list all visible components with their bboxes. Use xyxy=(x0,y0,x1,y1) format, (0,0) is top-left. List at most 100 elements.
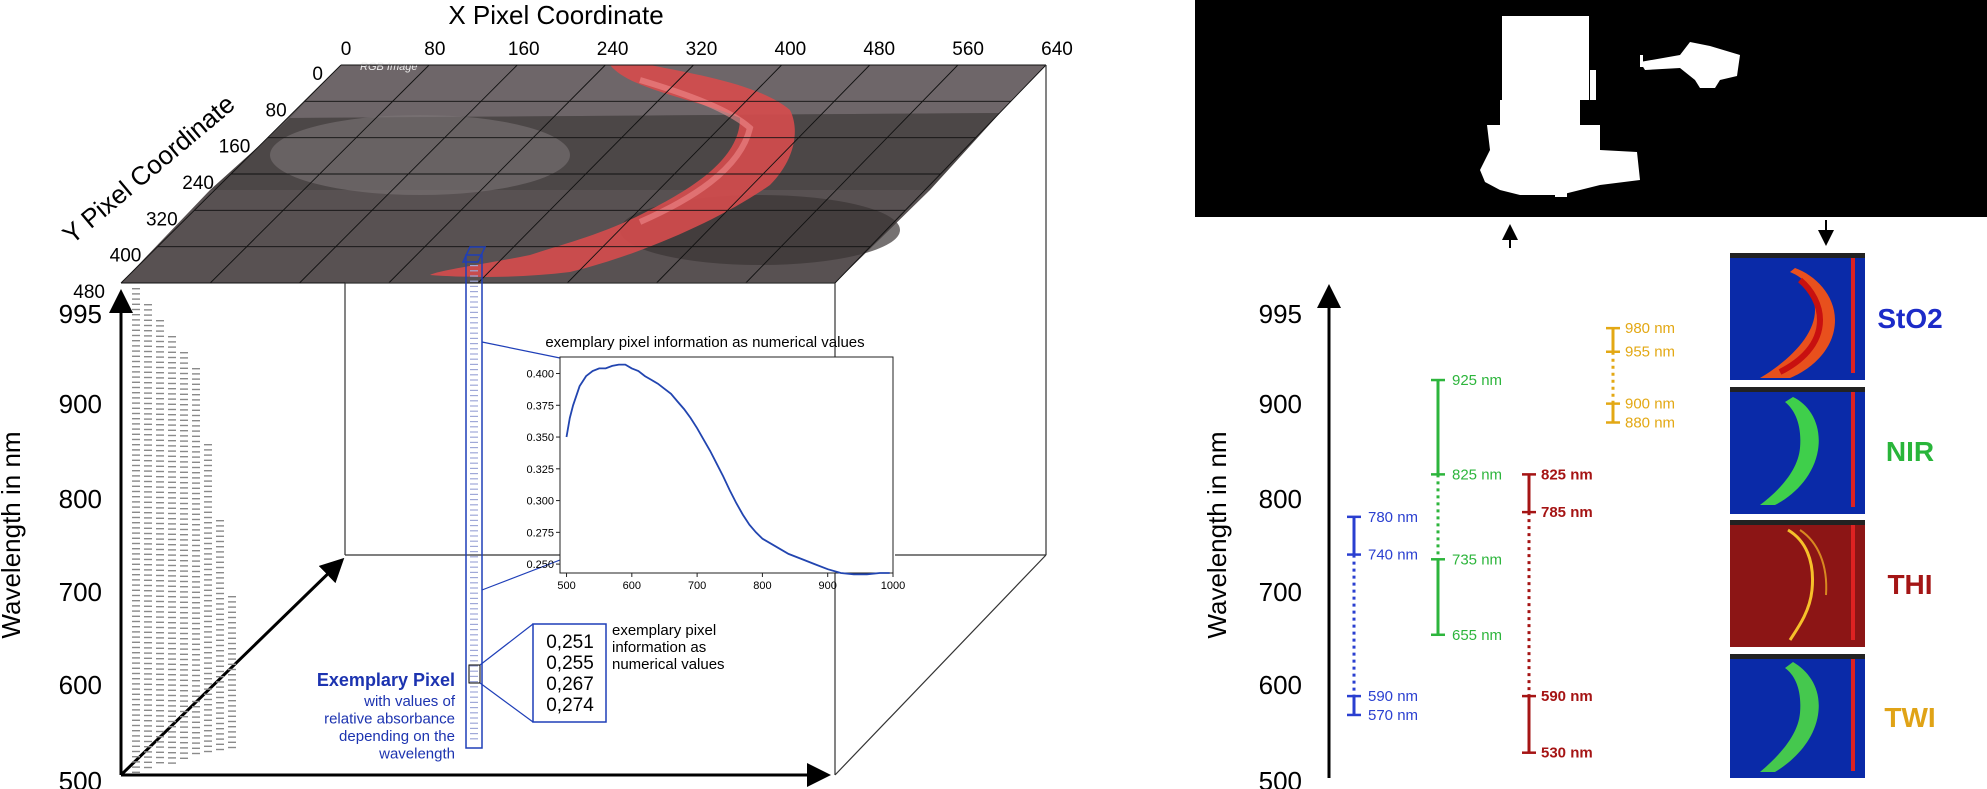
table-cell xyxy=(156,647,164,649)
table-cell xyxy=(156,658,164,660)
pixel-value-cell xyxy=(470,384,478,386)
pixel-value-cell xyxy=(470,441,478,443)
table-cell xyxy=(204,652,212,654)
table-cell xyxy=(180,409,188,411)
table-cell xyxy=(168,486,176,489)
table-cell xyxy=(156,574,164,577)
table-cell xyxy=(180,742,188,744)
table-cell xyxy=(204,542,212,545)
pixel-value-cell xyxy=(470,691,478,693)
table-cell xyxy=(132,688,140,690)
pixel-desc-line: relative absorbance xyxy=(324,711,455,728)
table-cell xyxy=(144,636,152,639)
table-cell xyxy=(168,424,176,426)
table-cell xyxy=(144,610,152,613)
table-cell xyxy=(144,709,152,711)
table-cell xyxy=(144,564,152,566)
table-cell xyxy=(180,690,188,692)
table-cell xyxy=(168,694,176,697)
table-cell xyxy=(168,367,176,369)
pixel-value-cell xyxy=(470,530,478,532)
z-axis-title: Wavelength in nm xyxy=(0,431,26,638)
pixel-value-cell xyxy=(470,545,478,547)
z-axis-ticks: 995 900 800 700 600 500 xyxy=(59,299,102,789)
table-cell xyxy=(168,601,176,603)
table-cell xyxy=(192,404,200,406)
table-cell xyxy=(192,680,200,682)
table-cell xyxy=(228,694,236,697)
table-cell xyxy=(156,694,164,696)
pixel-value-cell xyxy=(470,504,478,506)
table-cell xyxy=(156,330,164,332)
twi-label: 955 nm xyxy=(1625,344,1675,361)
pixel-value-cell xyxy=(470,509,478,511)
table-cell xyxy=(180,466,188,468)
pixel-value-cell xyxy=(470,389,478,391)
table-cell xyxy=(156,528,164,530)
index-label-nir: NIR xyxy=(1886,436,1934,467)
table-cell xyxy=(216,665,224,667)
table-cell xyxy=(204,709,212,711)
table-cell xyxy=(180,586,188,588)
table-cell xyxy=(144,324,152,327)
table-cell xyxy=(228,679,236,681)
table-cell xyxy=(180,575,188,577)
pixel-value-cell xyxy=(470,592,478,594)
plot-x-tick-label: 800 xyxy=(753,580,771,592)
table-cell xyxy=(156,320,164,322)
table-cell xyxy=(180,716,188,718)
table-cell xyxy=(156,366,164,369)
pixel-value-cell xyxy=(470,332,478,334)
index-label-sto2: StO2 xyxy=(1877,303,1942,334)
table-cell xyxy=(204,563,212,565)
table-cell xyxy=(132,334,140,337)
pixel-desc-line: wavelength xyxy=(378,746,455,763)
table-cell xyxy=(192,674,200,677)
table-cell xyxy=(156,424,164,426)
table-cell xyxy=(168,762,176,764)
table-cell xyxy=(156,559,164,561)
table-cell xyxy=(180,643,188,645)
table-cell xyxy=(228,648,236,650)
table-cell xyxy=(168,512,176,515)
table-cell xyxy=(156,762,164,764)
thi-label: 530 nm xyxy=(1541,745,1593,762)
table-cell xyxy=(156,361,164,363)
table-cell xyxy=(168,455,176,457)
table-cell xyxy=(156,642,164,644)
table-cell xyxy=(132,324,140,326)
x-axis-title: X Pixel Coordinate xyxy=(448,0,663,30)
table-cell xyxy=(180,352,188,354)
twi-label: 900 nm xyxy=(1625,396,1675,413)
plot-x-tick-label: 600 xyxy=(623,580,641,592)
table-cell xyxy=(192,622,200,625)
table-cell xyxy=(156,387,164,389)
table-cell xyxy=(156,611,164,613)
table-cell xyxy=(216,707,224,709)
table-cell xyxy=(216,556,224,558)
table-cell xyxy=(192,414,200,417)
table-cell xyxy=(216,525,224,527)
z-tick-label: 500 xyxy=(59,766,102,789)
table-cell xyxy=(216,644,224,647)
table-cell xyxy=(216,587,224,589)
table-cell xyxy=(156,736,164,738)
table-cell xyxy=(216,670,224,673)
sample-value: 0,267 xyxy=(546,674,594,695)
table-cell xyxy=(132,641,140,643)
table-cell xyxy=(192,565,200,567)
table-cell xyxy=(168,637,176,639)
pixel-value-cell xyxy=(470,535,478,537)
table-cell xyxy=(216,681,224,683)
table-cell xyxy=(132,756,140,758)
table-cell xyxy=(144,605,152,607)
table-cell xyxy=(132,402,140,404)
pixel-value-cell xyxy=(470,603,478,605)
table-cell xyxy=(204,688,212,690)
table-cell xyxy=(204,584,212,586)
table-cell xyxy=(168,642,176,645)
table-cell xyxy=(144,387,152,389)
table-cell xyxy=(156,502,164,504)
table-cell xyxy=(156,715,164,717)
table-cell xyxy=(144,345,152,347)
